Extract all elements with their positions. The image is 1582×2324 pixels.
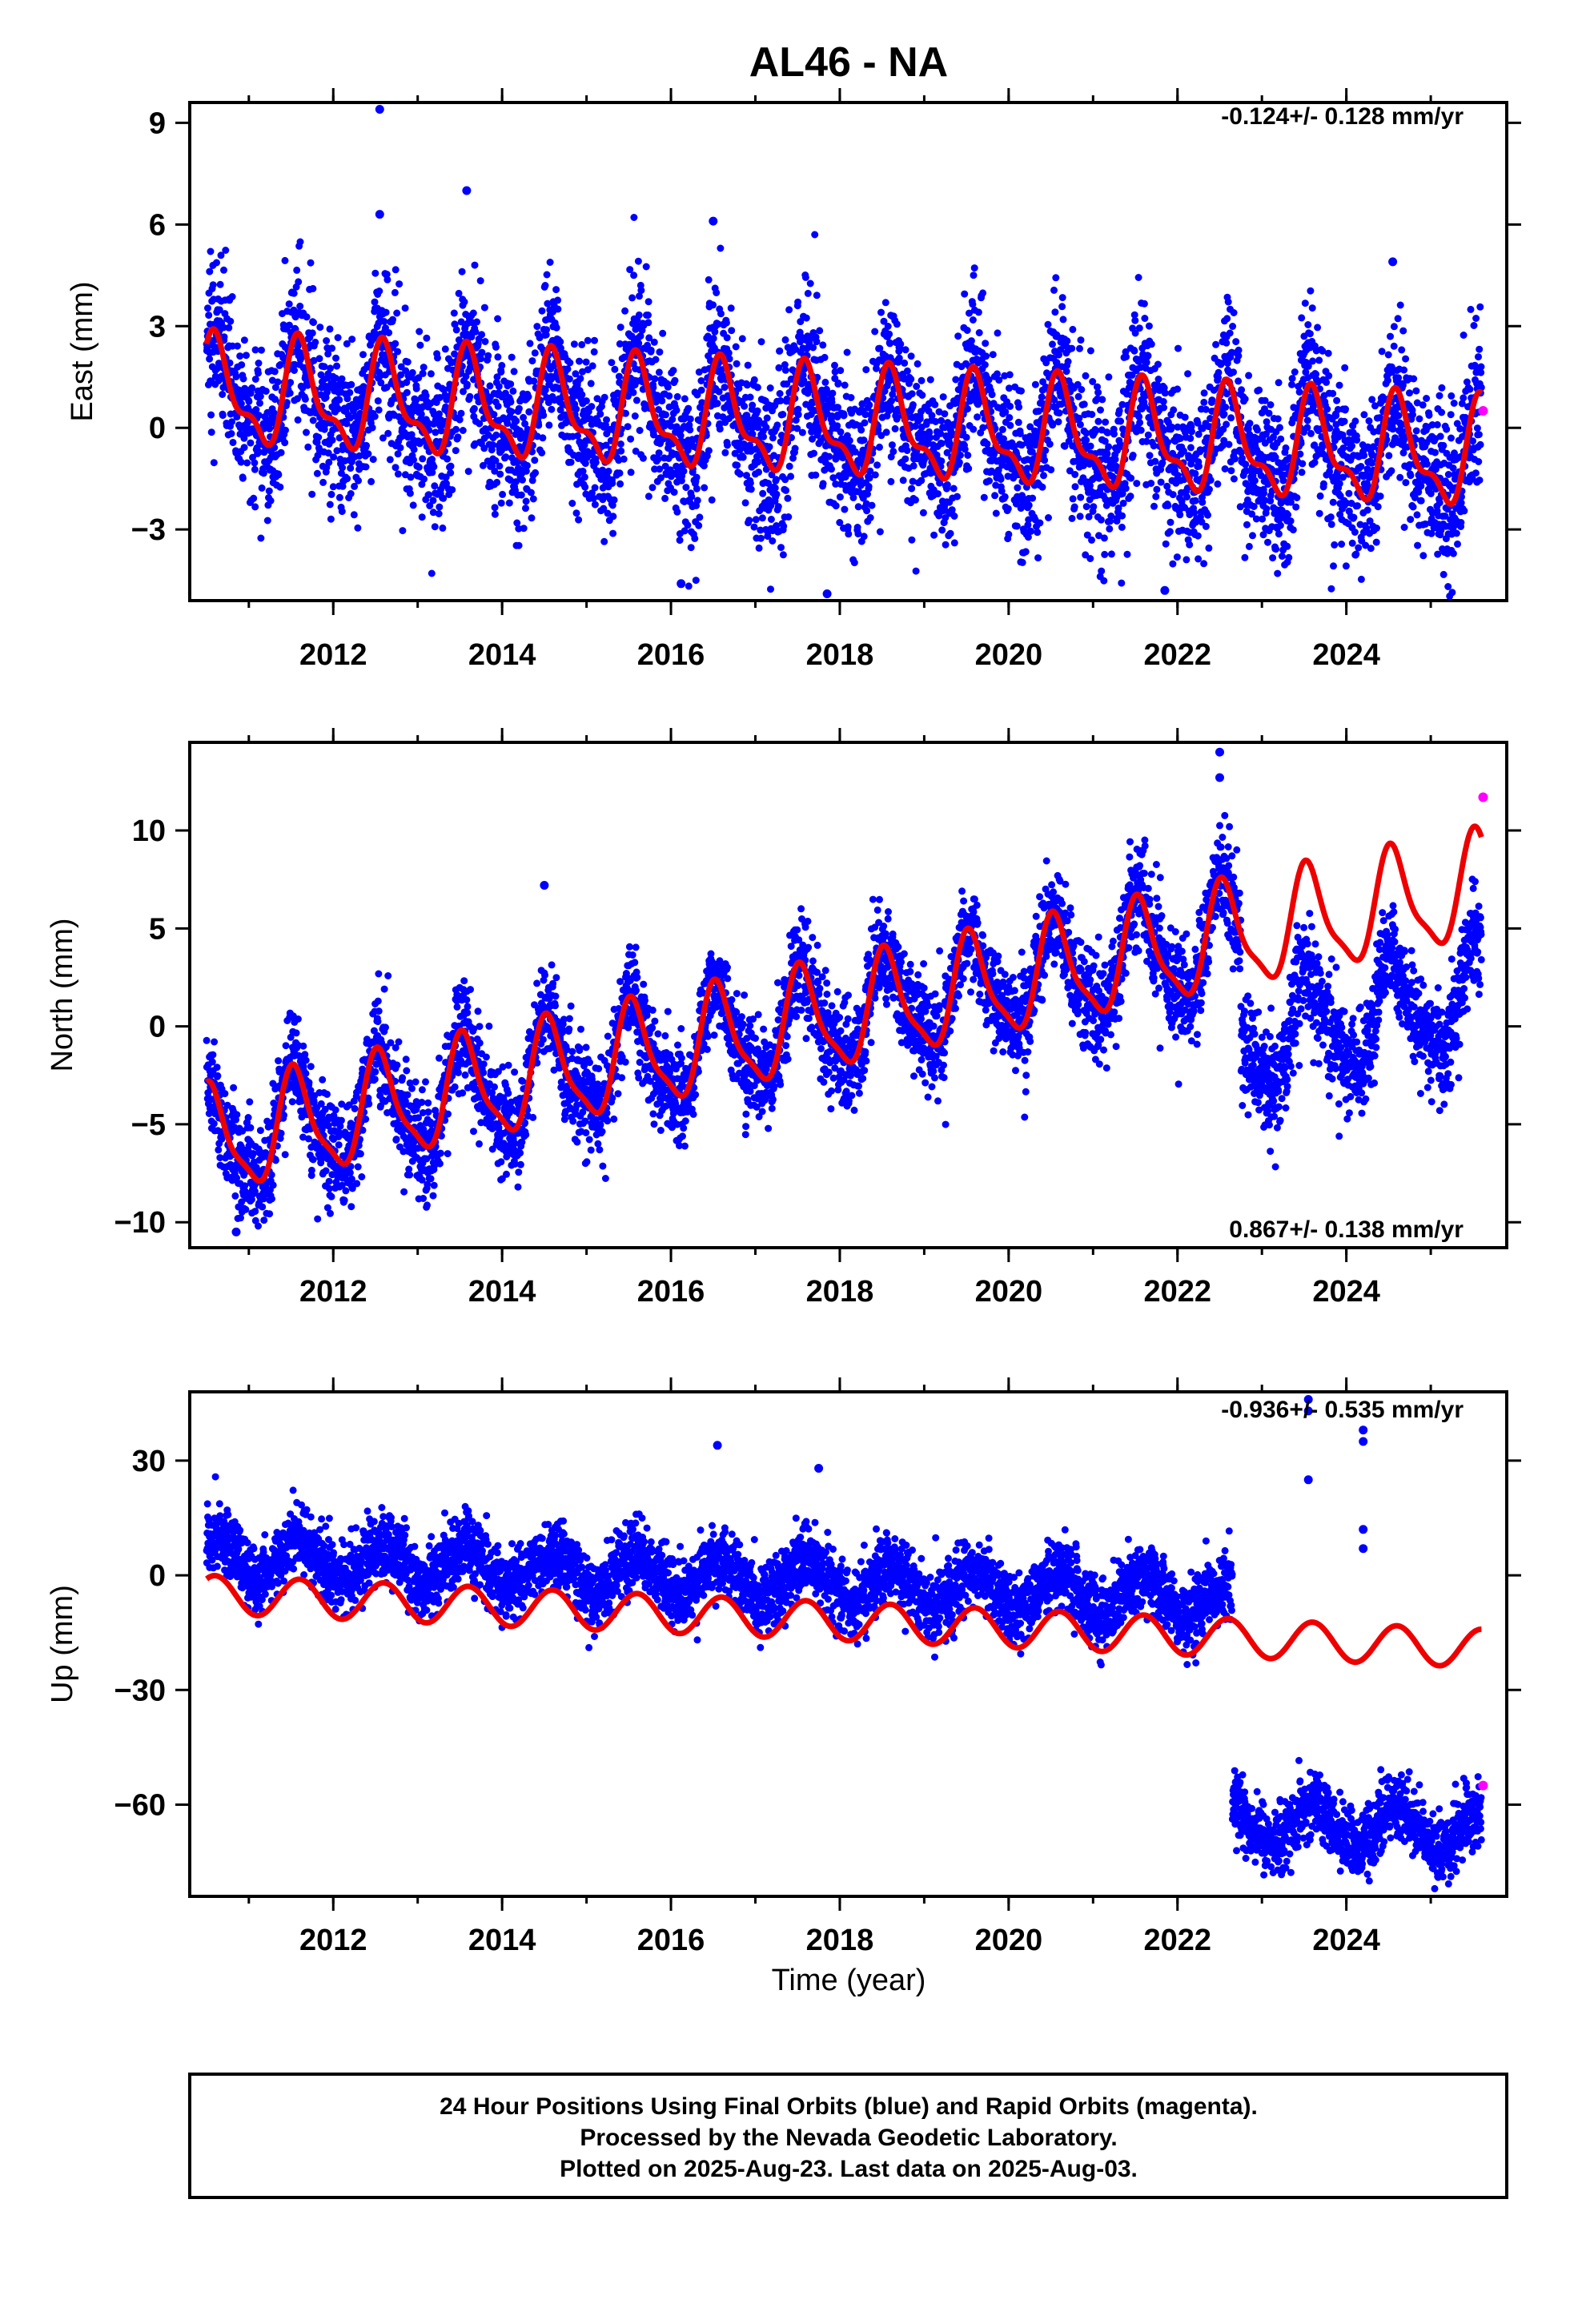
footer-line-1: 24 Hour Positions Using Final Orbits (bl…	[440, 2093, 1258, 2120]
east-panel: 2012 2014 2016 2018 2020 2022 2024 −3 0 3 6 9 East (…	[66, 88, 1521, 672]
east-y-tick-label: −3	[131, 513, 166, 547]
up-rapid-orbit-point-0	[1478, 1781, 1488, 1791]
x-axis-label: Time (year)	[772, 1964, 926, 1997]
east-y-tick-label: 6	[149, 208, 166, 242]
east-x-tick-label: 2016	[637, 638, 705, 672]
east-x-tick-label: 2020	[975, 638, 1043, 672]
up-daily-positions	[203, 1395, 1485, 1913]
north-daily-positions	[203, 748, 1485, 1236]
up-x-tick-label: 2022	[1143, 1924, 1211, 1957]
east-y-axis-label: East (mm)	[66, 281, 99, 421]
up-x-tick-label: 2018	[806, 1924, 874, 1957]
north-panel: 2012 2014 2016 2018 2020 2022 2024 −10 −5 0 5 10 Nor…	[46, 728, 1521, 1309]
north-x-tick-label: 2020	[975, 1275, 1043, 1309]
north-y-tick-label: −5	[131, 1108, 166, 1142]
north-y-tick-label: 0	[149, 1011, 166, 1044]
north-rate-label: 0.867+/- 0.138 mm/yr	[1229, 1216, 1464, 1243]
north-y-axis-label: North (mm)	[46, 918, 79, 1072]
up-y-tick-label: −60	[114, 1788, 166, 1822]
north-x-tick-label: 2018	[806, 1275, 874, 1309]
east-x-tick-label: 2022	[1143, 638, 1211, 672]
east-y-tick-label: 3	[149, 310, 166, 344]
east-x-tick-label: 2014	[468, 638, 536, 672]
north-x-tick-label: 2024	[1312, 1275, 1380, 1309]
north-x-tick-label: 2012	[299, 1275, 367, 1309]
footer-line-2: Processed by the Nevada Geodetic Laborat…	[580, 2125, 1117, 2151]
footer-box: 24 Hour Positions Using Final Orbits (bl…	[190, 2074, 1507, 2197]
north-y-tick-label: 10	[132, 814, 166, 848]
up-y-tick-label: −30	[114, 1674, 166, 1707]
up-final-orbit-points	[203, 1395, 1485, 1913]
east-y-tick-label: 9	[149, 107, 166, 140]
chart-title: AL46 - NA	[749, 39, 948, 86]
up-y-tick-label: 0	[149, 1559, 166, 1593]
north-final-orbit-points	[203, 748, 1485, 1236]
north-y-tick-label: −10	[114, 1206, 166, 1240]
north-rapid-orbit-point-0	[1478, 792, 1488, 802]
up-x-tick-label: 2012	[299, 1924, 367, 1957]
north-x-tick-label: 2014	[468, 1275, 536, 1309]
east-x-tick-label: 2018	[806, 638, 874, 672]
up-x-tick-label: 2014	[468, 1924, 536, 1957]
footer-line-3: Plotted on 2025-Aug-23. Last data on 202…	[560, 2156, 1138, 2182]
up-x-tick-label: 2024	[1312, 1924, 1380, 1957]
north-y-tick-label: 5	[149, 912, 166, 946]
up-rate-label: -0.936+/- 0.535 mm/yr	[1221, 1397, 1464, 1423]
east-y-tick-label: 0	[149, 412, 166, 445]
up-y-tick-label: 30	[132, 1445, 166, 1478]
east-rate-label: -0.124+/- 0.128 mm/yr	[1221, 103, 1464, 130]
east-x-tick-label: 2024	[1312, 638, 1380, 672]
east-rapid-orbit-point-0	[1478, 406, 1488, 416]
north-x-tick-label: 2016	[637, 1275, 705, 1309]
up-panel: 2012 2014 2016 2018 2020 2022 2024 −60 −30 0 30 Up …	[46, 1377, 1521, 1957]
up-y-axis-label: Up (mm)	[46, 1585, 79, 1703]
up-x-tick-label: 2016	[637, 1924, 705, 1957]
up-x-tick-label: 2020	[975, 1924, 1043, 1957]
north-x-tick-label: 2022	[1143, 1275, 1211, 1309]
east-x-tick-label: 2012	[299, 638, 367, 672]
